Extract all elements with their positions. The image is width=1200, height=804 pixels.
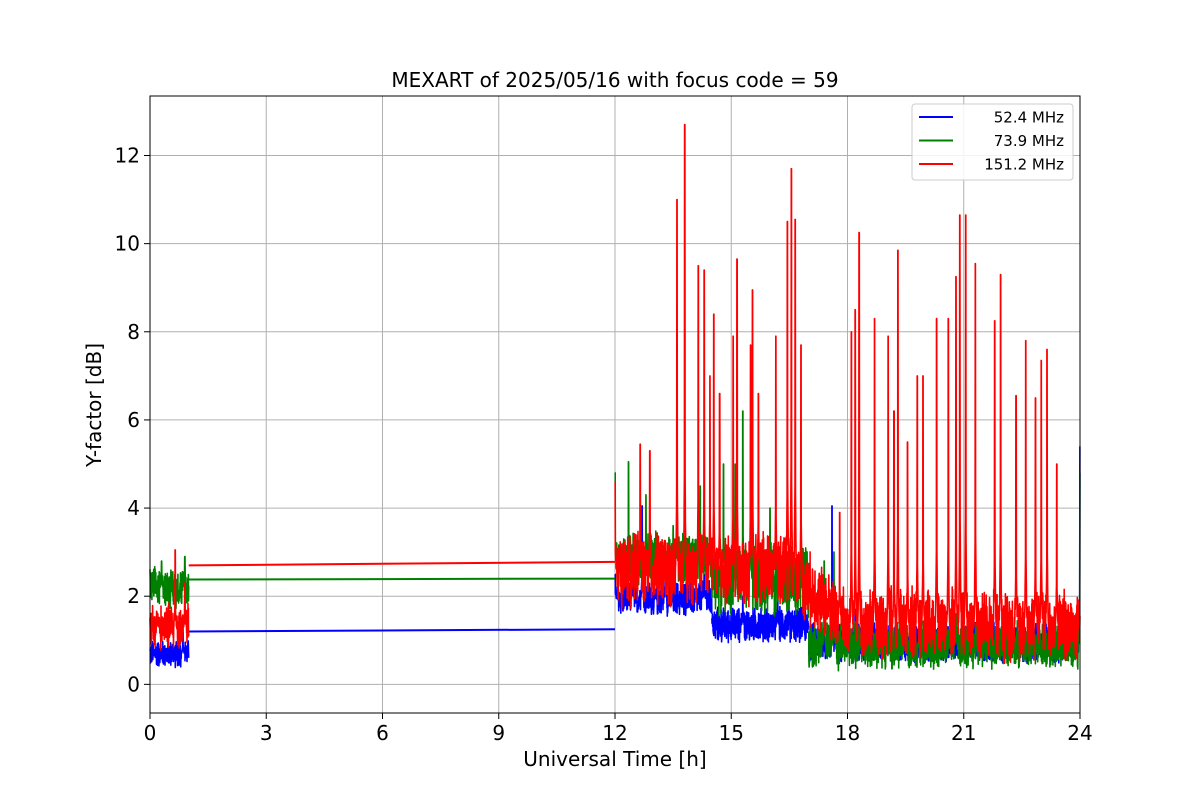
y-tick-label: 8 xyxy=(127,320,140,344)
legend-label: 73.9 MHz xyxy=(994,132,1064,150)
legend-label: 52.4 MHz xyxy=(994,109,1064,127)
series-bridge-line xyxy=(188,628,616,633)
chart-title: MEXART of 2025/05/16 with focus code = 5… xyxy=(391,68,838,92)
x-tick-label: 15 xyxy=(719,721,744,745)
series-151-2-mhz xyxy=(149,123,1081,664)
series-trace xyxy=(149,621,190,669)
x-tick-label: 12 xyxy=(602,721,627,745)
series-bridge-line xyxy=(188,577,616,581)
y-tick-label: 4 xyxy=(127,496,140,520)
legend-label: 151.2 MHz xyxy=(984,156,1064,174)
series-bridge-line xyxy=(188,560,616,567)
x-axis-label: Universal Time [h] xyxy=(523,747,706,771)
y-tick-label: 10 xyxy=(115,232,140,256)
y-tick-label: 0 xyxy=(127,672,140,696)
legend: 52.4 MHz 73.9 MHz 151.2 MHz xyxy=(911,103,1074,181)
x-tick-label: 24 xyxy=(1067,721,1092,745)
y-tick-label: 6 xyxy=(127,408,140,432)
x-tick-label: 18 xyxy=(835,721,860,745)
series-trace xyxy=(711,595,810,644)
y-tick-label: 12 xyxy=(115,143,140,167)
x-tick-label: 9 xyxy=(492,721,505,745)
legend-box xyxy=(911,103,1074,181)
x-tick-label: 0 xyxy=(144,721,157,745)
x-tick-label: 6 xyxy=(376,721,389,745)
y-axis-label: Y-factor [dB] xyxy=(82,343,106,468)
x-tick-label: 3 xyxy=(260,721,273,745)
series-trace xyxy=(149,555,190,610)
x-tick-label: 21 xyxy=(951,721,976,745)
grid-layer xyxy=(149,96,1081,713)
data-layer xyxy=(149,123,1081,672)
series-trace xyxy=(614,123,1081,664)
y-tick-label: 2 xyxy=(127,584,140,608)
series-trace xyxy=(149,549,190,651)
